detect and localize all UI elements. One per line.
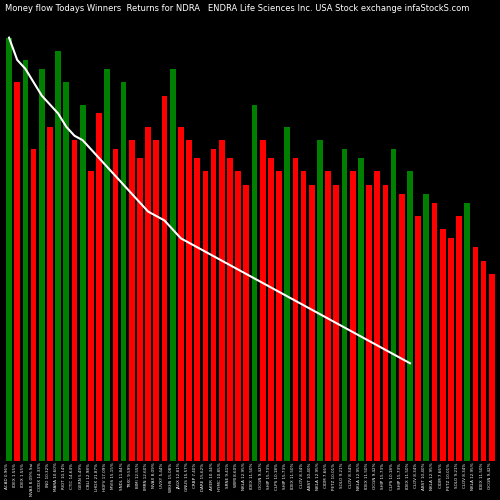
Bar bbox=[22, 60, 28, 462]
Bar bbox=[334, 185, 339, 462]
Bar bbox=[292, 158, 298, 462]
Bar bbox=[309, 185, 314, 462]
Bar bbox=[276, 172, 282, 462]
Bar bbox=[39, 69, 44, 462]
Bar bbox=[390, 149, 396, 462]
Bar bbox=[317, 140, 323, 462]
Bar bbox=[162, 96, 168, 462]
Bar bbox=[88, 172, 94, 462]
Bar bbox=[407, 172, 413, 462]
Bar bbox=[120, 82, 126, 462]
Bar bbox=[154, 140, 159, 462]
Bar bbox=[300, 172, 306, 462]
Bar bbox=[399, 194, 404, 462]
Bar bbox=[72, 140, 78, 462]
Bar bbox=[47, 127, 53, 462]
Bar bbox=[456, 216, 462, 462]
Bar bbox=[358, 158, 364, 462]
Bar bbox=[112, 149, 118, 462]
Bar bbox=[96, 114, 102, 462]
Bar bbox=[137, 158, 143, 462]
Bar bbox=[202, 172, 208, 462]
Bar bbox=[440, 230, 446, 462]
Bar bbox=[210, 149, 216, 462]
Bar bbox=[186, 140, 192, 462]
Bar bbox=[432, 202, 438, 462]
Bar bbox=[424, 194, 429, 462]
Bar bbox=[194, 158, 200, 462]
Bar bbox=[6, 38, 12, 462]
Bar bbox=[252, 104, 258, 462]
Bar bbox=[415, 216, 421, 462]
Bar bbox=[80, 104, 86, 462]
Bar bbox=[284, 127, 290, 462]
Bar bbox=[227, 158, 233, 462]
Bar bbox=[268, 158, 274, 462]
Bar bbox=[350, 172, 356, 462]
Bar bbox=[170, 69, 175, 462]
Bar bbox=[472, 247, 478, 462]
Bar bbox=[146, 127, 151, 462]
Bar bbox=[235, 172, 241, 462]
Text: Money flow Todays Winners  Returns for NDRA   ENDRA Life Sciences Inc. USA Stock: Money flow Todays Winners Returns for ND… bbox=[5, 4, 469, 13]
Bar bbox=[178, 127, 184, 462]
Bar bbox=[30, 149, 36, 462]
Bar bbox=[366, 185, 372, 462]
Bar bbox=[14, 82, 20, 462]
Bar bbox=[64, 82, 69, 462]
Bar bbox=[260, 140, 266, 462]
Bar bbox=[129, 140, 134, 462]
Bar bbox=[448, 238, 454, 462]
Bar bbox=[480, 260, 486, 462]
Bar bbox=[382, 185, 388, 462]
Bar bbox=[325, 172, 331, 462]
Bar bbox=[464, 202, 470, 462]
Bar bbox=[374, 172, 380, 462]
Bar bbox=[56, 51, 61, 462]
Bar bbox=[244, 185, 249, 462]
Bar bbox=[489, 274, 494, 462]
Bar bbox=[104, 69, 110, 462]
Bar bbox=[342, 149, 347, 462]
Bar bbox=[219, 140, 224, 462]
